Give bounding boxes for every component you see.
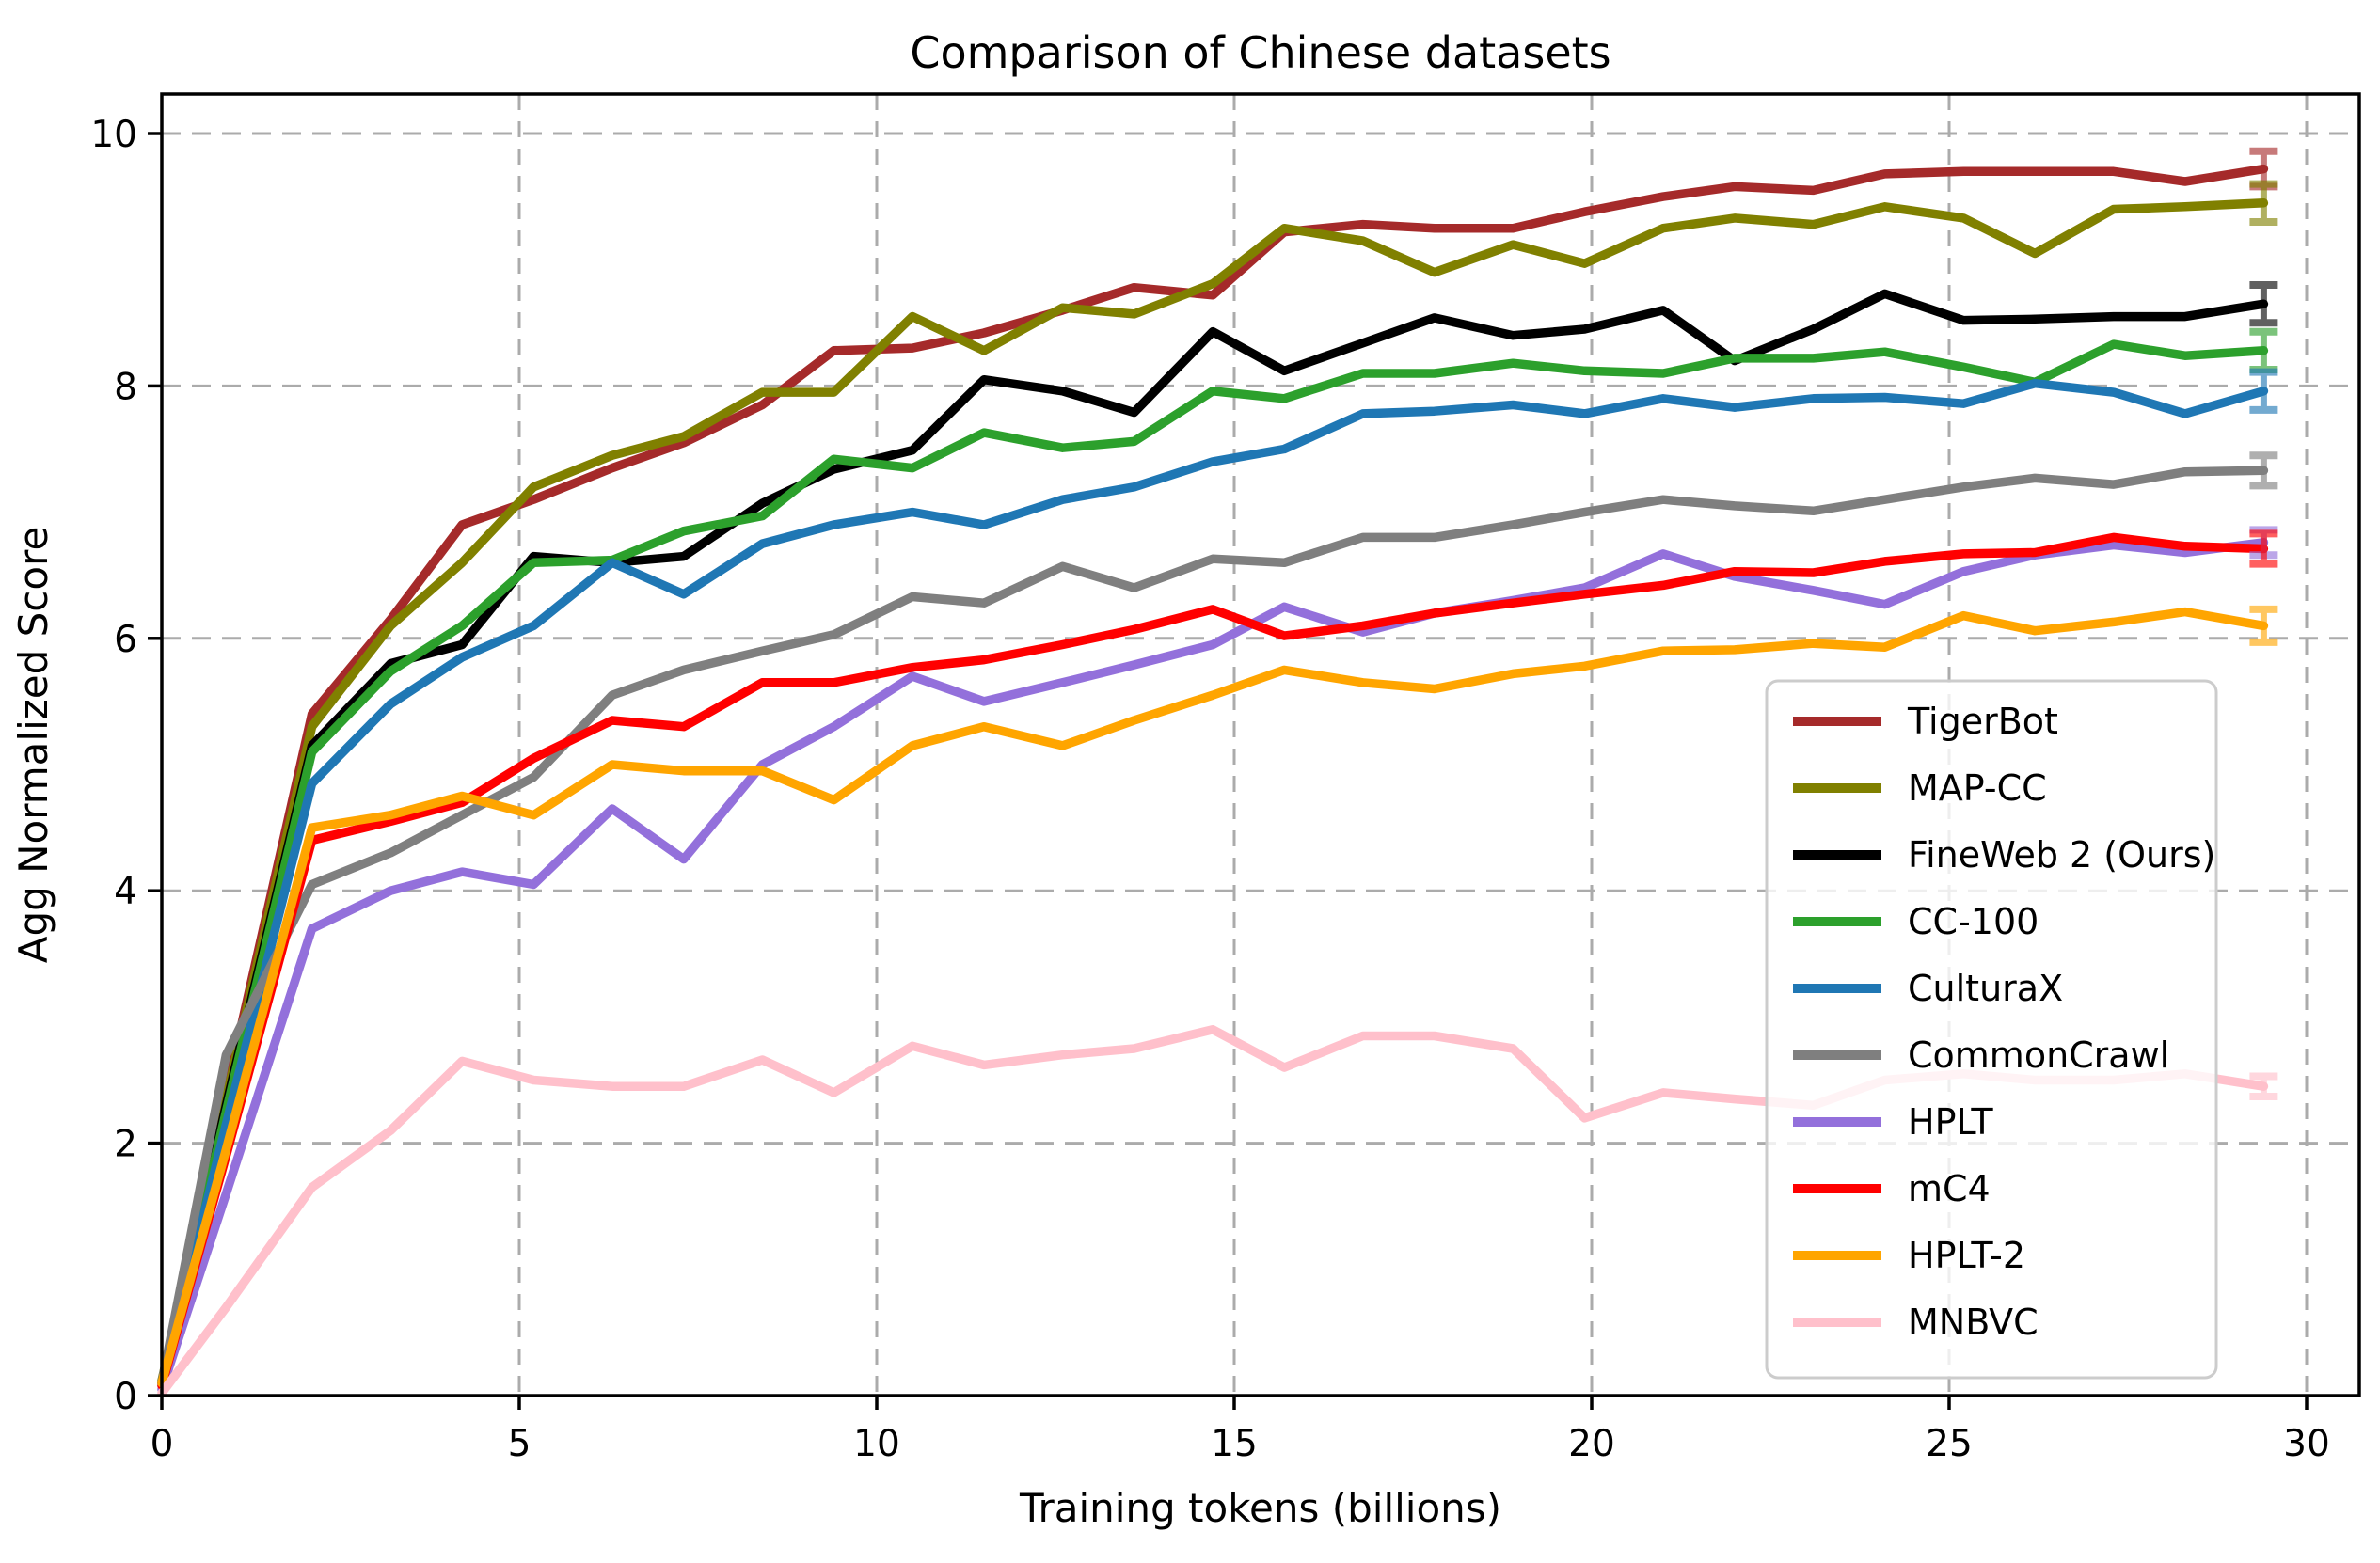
series-line-HPLT: [157, 538, 2269, 1395]
plot-frame: [160, 92, 2361, 1397]
x-tick-label: 30: [2283, 1423, 2330, 1465]
error-bar-MAP-CC: [2249, 180, 2278, 226]
y-tick-label: 8: [114, 366, 137, 408]
y-tick-label: 0: [114, 1376, 137, 1418]
legend-item-TigerBot: TigerBot: [1793, 701, 2058, 742]
series-line-CC-100: [157, 339, 2269, 1388]
series-line-CommonCrawl: [157, 466, 2269, 1388]
series-line-CulturaX: [157, 378, 2269, 1391]
legend-item-CulturaX: CulturaX: [1793, 968, 2063, 1009]
x-tick-label: 10: [853, 1423, 900, 1465]
legend-label: MAP-CC: [1908, 767, 2047, 809]
y-tick-label: 10: [90, 114, 137, 156]
legend-item-MNBVC: MNBVC: [1793, 1302, 2039, 1343]
error-bars: [2249, 147, 2278, 1100]
legend-item-CommonCrawl: CommonCrawl: [1793, 1034, 2169, 1076]
x-tick-label: 20: [1568, 1423, 1615, 1465]
legend-label: HPLT-2: [1908, 1235, 2025, 1276]
legend-label: MNBVC: [1908, 1302, 2039, 1343]
legend: TigerBot MAP-CC FineWeb 2 (Ours) CC-100 Cult…: [1765, 679, 2218, 1380]
legend-label: TigerBot: [1907, 701, 2058, 742]
legend-item-HPLT-2: HPLT-2: [1793, 1235, 2025, 1276]
y-axis-label: Agg Normalized Score: [10, 527, 56, 964]
series-line-HPLT-2: [157, 607, 2269, 1388]
error-bar-CommonCrawl: [2249, 451, 2278, 490]
series-line-mC4: [157, 532, 2269, 1391]
legend-label: CC-100: [1908, 901, 2039, 942]
legend-label: CulturaX: [1908, 968, 2063, 1009]
legend-item-CC-100: CC-100: [1793, 901, 2039, 942]
x-tick-label: 5: [508, 1423, 532, 1465]
error-bar-FineWeb 2 (Ours): [2249, 281, 2278, 327]
legend-item-MAP-CC: MAP-CC: [1793, 767, 2047, 809]
error-bar-MNBVC: [2249, 1072, 2278, 1100]
y-tick-label: 6: [114, 619, 137, 661]
x-axis-label: Training tokens (billions): [1019, 1485, 1501, 1531]
error-bar-CulturaX: [2249, 368, 2278, 414]
legend-label: CommonCrawl: [1908, 1034, 2169, 1076]
legend-item-mC4: mC4: [1793, 1168, 1991, 1209]
chart-title: Comparison of Chinese datasets: [910, 27, 1610, 78]
gridlines: [162, 94, 2359, 1396]
error-bar-mC4: [2249, 529, 2278, 568]
x-tick-label: 25: [1926, 1423, 1973, 1465]
legend-label: FineWeb 2 (Ours): [1908, 834, 2215, 876]
axes-spines: [160, 92, 2361, 1397]
legend-item-HPLT: HPLT: [1793, 1101, 1993, 1143]
y-tick-label: 2: [114, 1124, 137, 1166]
series-lines: [157, 164, 2269, 1398]
legend-label: HPLT: [1908, 1101, 1993, 1143]
x-tick-label: 15: [1211, 1423, 1258, 1465]
error-bar-HPLT-2: [2249, 605, 2278, 646]
axis-ticks: 0 5 10 15 20 25 30 0 2 4 6 8 10: [90, 114, 2329, 1465]
series-line-MAP-CC: [157, 198, 2269, 1385]
legend-item-FineWeb 2 (Ours): FineWeb 2 (Ours): [1793, 834, 2215, 876]
x-tick-label: 0: [151, 1423, 174, 1465]
y-tick-label: 4: [114, 871, 137, 913]
legend-label: mC4: [1908, 1168, 1991, 1209]
